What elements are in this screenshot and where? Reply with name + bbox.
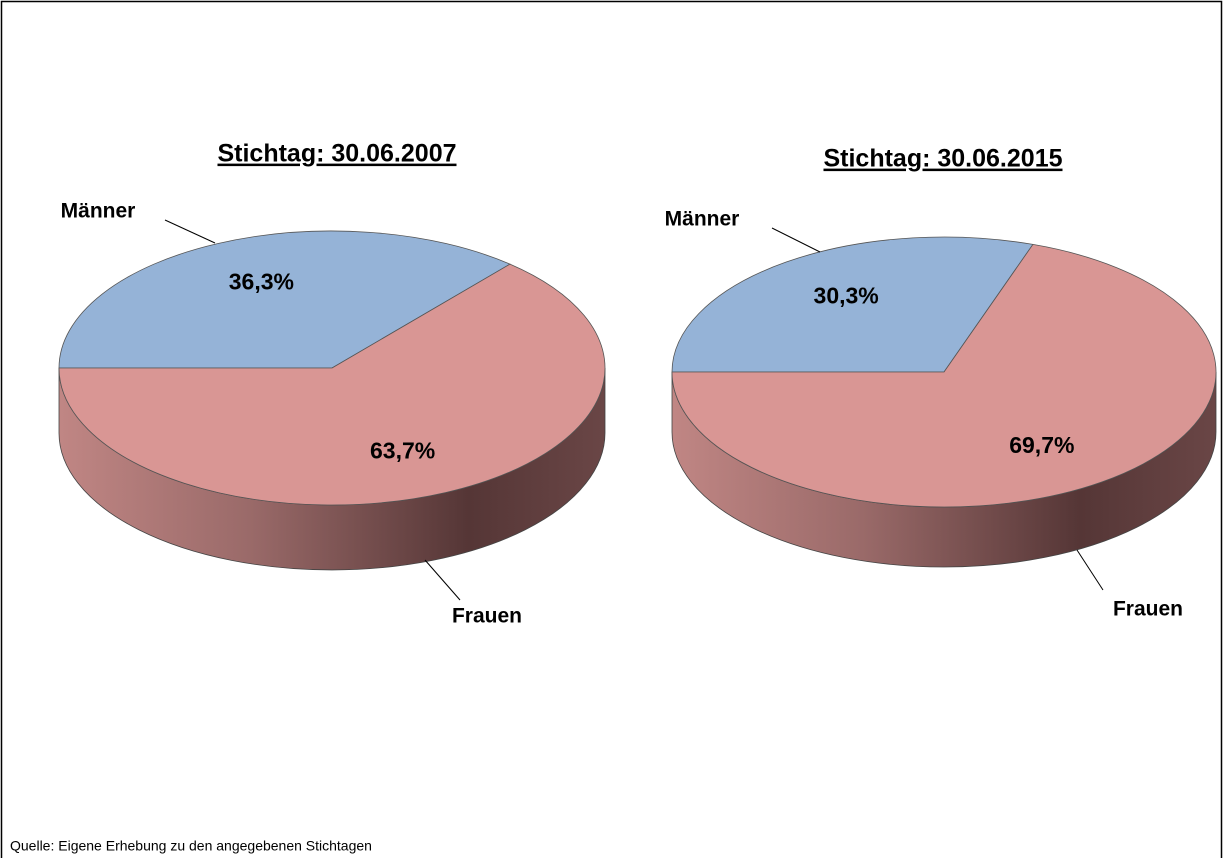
category-label: Frauen <box>1113 598 1183 621</box>
pie-slice <box>58 263 606 506</box>
source-note: Quelle: Eigene Erhebung zu den angegeben… <box>10 838 372 854</box>
pie-slice <box>58 230 511 369</box>
leader-line <box>771 227 821 253</box>
leader-line <box>424 559 461 601</box>
category-label: Frauen <box>452 605 522 628</box>
category-label: Männer <box>665 208 740 231</box>
chart-title: Stichtag: 30.06.2007 <box>217 140 456 168</box>
leader-line <box>1076 549 1104 591</box>
leader-line <box>164 219 216 244</box>
data-label: 69,7% <box>1009 432 1074 458</box>
category-label: Männer <box>61 200 136 223</box>
pie-slice <box>671 236 1034 373</box>
data-label: 30,3% <box>814 282 879 308</box>
pie-slice <box>671 243 1217 508</box>
data-label: 63,7% <box>370 438 435 464</box>
chart-title: Stichtag: 30.06.2015 <box>823 145 1062 173</box>
data-label: 36,3% <box>229 268 294 294</box>
